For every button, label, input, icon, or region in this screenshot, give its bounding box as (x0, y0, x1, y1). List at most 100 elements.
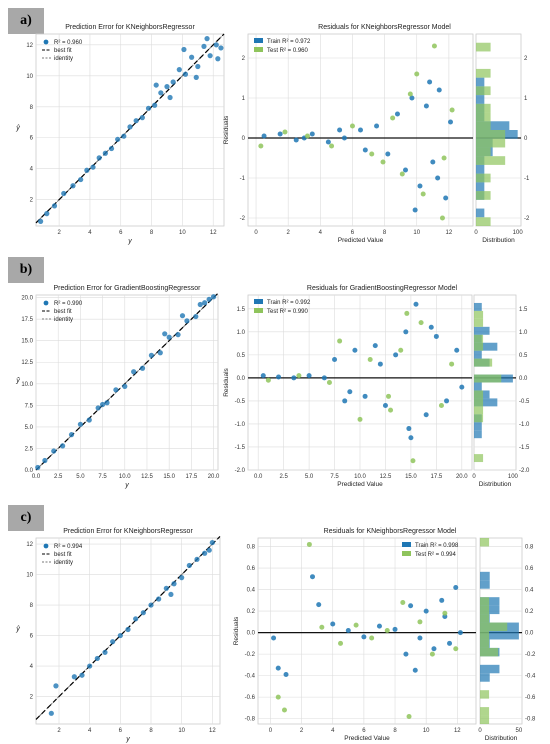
y-tick-label: 10 (26, 573, 33, 579)
train-point (412, 207, 418, 213)
train-point (403, 167, 408, 173)
train-point (276, 374, 282, 380)
hist-y-tick-label: -0.6 (525, 695, 536, 701)
x-tick-label: 8 (150, 230, 154, 236)
x-axis-label: Predicted Value (337, 481, 383, 488)
histogram-bar (474, 318, 484, 327)
legend-swatch (402, 542, 411, 547)
x-tick-label: 2 (57, 728, 61, 734)
train-point (394, 111, 400, 117)
histogram-bar (480, 631, 490, 640)
test-point (400, 600, 406, 606)
histogram-bar (474, 414, 484, 423)
hist-x-tick-label: 0 (478, 728, 482, 734)
test-point (449, 107, 455, 113)
histogram-bar (476, 42, 491, 52)
data-point (163, 585, 169, 591)
histogram-bar (474, 334, 484, 343)
hist-y-tick-label: -1.5 (519, 445, 530, 451)
pred-error-plot-b: 0.0 2.5 5.0 7.5 10.0 12.5 15.0 17.5 20.0 0.0 2.5 5.… (15, 285, 220, 489)
hist-y-tick-label: 1.5 (519, 307, 528, 313)
test-point (369, 151, 375, 157)
y-tick-label: 1.0 (237, 330, 246, 336)
train-point (459, 384, 465, 390)
x-tick-label: 6 (351, 230, 355, 236)
legend-swatch (254, 38, 263, 43)
hist-y-tick-label: 1.0 (519, 330, 528, 336)
data-point (206, 547, 212, 553)
data-point (48, 710, 54, 716)
train-point (439, 597, 445, 603)
test-point (431, 43, 437, 49)
x-tick-label: 10 (179, 230, 186, 236)
legend-marker-r2 (43, 39, 49, 45)
test-point (304, 133, 310, 139)
data-point (68, 432, 75, 438)
data-point (204, 36, 210, 42)
data-point (121, 133, 127, 139)
train-point (271, 635, 277, 641)
x-axis-label: y (127, 238, 132, 245)
histogram-bar (476, 95, 485, 104)
test-point (417, 619, 423, 625)
chart-title: Prediction Error for KNeighborsRegressor (65, 24, 195, 31)
test-point (438, 403, 444, 409)
x-tick-label: 2 (57, 230, 61, 236)
train-point (372, 343, 378, 349)
test-point (353, 622, 359, 628)
legend-bestfit-label: best fit (54, 552, 72, 558)
y-tick-label: 0.4 (247, 588, 256, 594)
histogram-bar (474, 302, 482, 311)
data-point (210, 294, 217, 300)
train-point (376, 623, 382, 629)
data-point (95, 405, 101, 411)
data-point (99, 401, 106, 408)
legend-label: Train R² = 0.998 (415, 543, 459, 549)
data-point (176, 67, 182, 73)
data-point (133, 616, 139, 622)
y-tick-label: 6 (30, 136, 34, 142)
legend-r2-label: R² = 0.990 (54, 301, 83, 307)
hist-y-tick-label: 0.0 (519, 376, 528, 382)
histogram-bar (474, 430, 482, 439)
train-point (417, 635, 423, 641)
data-point (87, 663, 93, 669)
train-point (261, 133, 267, 139)
data-point (156, 596, 162, 602)
x-tick-label: 20.0 (456, 474, 468, 480)
histogram-bar (476, 130, 506, 139)
test-point (296, 373, 302, 379)
y-tick-label: 10.0 (21, 382, 33, 388)
x-tick-label: 2 (287, 230, 291, 236)
legend-bestfit-label: best fit (54, 48, 72, 54)
data-point (181, 46, 187, 53)
histogram-bar (480, 580, 490, 589)
histogram-bar (476, 147, 491, 157)
data-point (53, 683, 59, 689)
data-point (164, 84, 170, 90)
histogram-bar (480, 639, 490, 648)
hist-x-tick-label: 100 (508, 474, 519, 480)
train-point (382, 403, 388, 409)
data-point (186, 562, 192, 569)
train-point (436, 87, 442, 93)
y-tick-label: 5.0 (25, 425, 34, 431)
hist-x-axis-label: Distribution (485, 735, 518, 742)
data-point (140, 610, 146, 616)
histogram-bar (474, 398, 484, 407)
data-point (179, 313, 186, 319)
train-point (337, 127, 343, 133)
y-tick-label: 2 (242, 56, 246, 62)
test-point (357, 416, 363, 422)
histogram-bar (480, 715, 490, 724)
hist-x-tick-label: 100 (513, 230, 524, 236)
histogram-bar (474, 422, 482, 431)
data-point (71, 674, 77, 680)
x-tick-label: 6 (119, 230, 123, 236)
hist-x-tick-label: 0 (472, 474, 476, 480)
data-point (70, 183, 76, 189)
data-point (213, 42, 219, 48)
legend-bestfit-label: best fit (54, 309, 72, 315)
test-point (349, 123, 355, 129)
hist-x-axis-label: Distribution (482, 237, 515, 244)
